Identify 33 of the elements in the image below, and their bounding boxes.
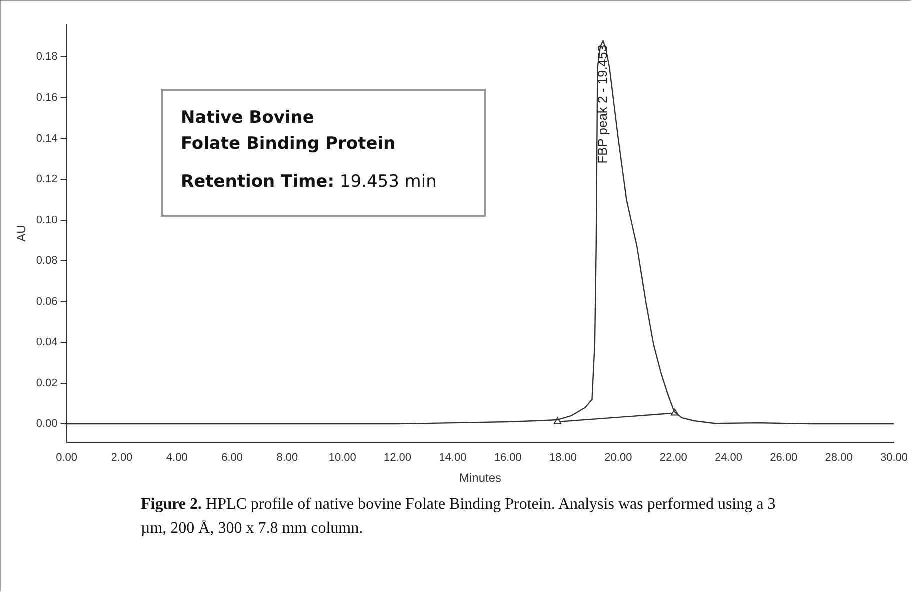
y-tick-label: 0.10: [36, 214, 58, 226]
x-axis-title: Minutes: [460, 471, 502, 486]
x-tick-label: 22.00: [660, 452, 688, 464]
x-tick-label: 14.00: [439, 452, 467, 464]
y-tick-label: 0.08: [36, 255, 58, 268]
x-tick-label: 30.00: [880, 452, 908, 464]
x-tick-label: 28.00: [825, 452, 853, 464]
y-tick-label: 0.02: [36, 377, 58, 390]
x-tick-label: 20.00: [604, 452, 632, 464]
x-tick-label: 24.00: [714, 452, 743, 464]
annotation: Native Bovine: [181, 107, 316, 130]
x-tick-label: 16.00: [494, 452, 522, 464]
annotation: Retention Time: 19.453 min: [181, 171, 438, 194]
x-tick-label: 18.00: [550, 452, 578, 464]
caption: Figure 2. HPLC profile of native bovine Folate Binding Protein. Analysis was performed using a 3 µm, 200 Å, 300 x 7.8 mm column.: [141, 495, 777, 539]
y-tick-label: 0.00: [36, 418, 58, 430]
y-tick-label: 0.14: [36, 132, 58, 145]
y-tick-label: 0.12: [36, 174, 58, 186]
x-tick-label: 8.00: [276, 452, 298, 464]
x-tick-label: 26.00: [770, 452, 798, 464]
y-tick-label: 0.06: [36, 296, 58, 308]
x-tick-label: 4.00: [166, 452, 188, 464]
x-tick-label: 10.00: [328, 452, 356, 464]
annotation: FBP peak 2 - 19.453: [594, 44, 610, 164]
y-tick-label: 0.16: [36, 92, 58, 104]
x-tick-label: 12.00: [384, 452, 412, 464]
annotation: Folate Binding Protein: [181, 133, 397, 156]
x-tick-label: 0.00: [56, 452, 78, 464]
x-tick-label: 6.00: [222, 452, 244, 464]
x-tick-label: 2.00: [111, 452, 133, 464]
y-axis-title: AU: [14, 225, 29, 242]
y-tick-label: 0.04: [36, 336, 58, 349]
y-tick-label: 0.18: [36, 51, 58, 64]
